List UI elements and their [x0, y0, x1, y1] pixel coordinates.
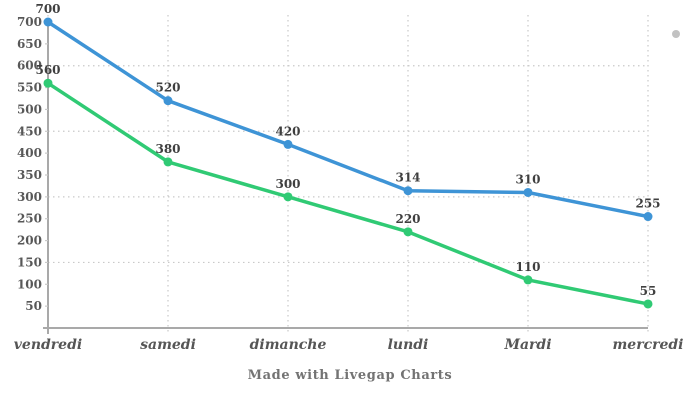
y-tick-label: 400	[17, 146, 42, 160]
data-point-label: 380	[155, 142, 180, 156]
y-tick-label: 650	[17, 37, 42, 51]
data-point-label: 110	[515, 260, 540, 274]
y-tick-label: 250	[17, 212, 42, 226]
y-tick-label: 200	[17, 234, 42, 248]
data-point-green-series	[403, 227, 413, 237]
data-point-label: 560	[35, 63, 60, 77]
data-point-blue-series	[163, 96, 173, 106]
x-category-label: mercredi	[612, 337, 683, 353]
data-point-label: 310	[515, 172, 540, 186]
data-point-green-series	[163, 157, 173, 167]
y-tick-label: 350	[17, 168, 42, 182]
series-line-blue-series	[46, 20, 650, 219]
y-tick-label: 300	[17, 190, 42, 204]
data-point-blue-series	[283, 139, 293, 149]
data-point-label: 55	[640, 284, 657, 298]
data-point-blue-series	[643, 212, 653, 222]
data-point-green-series	[283, 192, 293, 202]
data-point-label: 220	[395, 212, 420, 226]
x-category-label: dimanche	[250, 337, 327, 353]
y-tick-label: 700	[17, 15, 42, 29]
x-category-label: vendredi	[14, 337, 82, 353]
data-point-green-series	[523, 275, 533, 285]
data-point-blue-series	[523, 187, 533, 197]
data-point-label: 300	[275, 177, 300, 191]
data-point-blue-series	[43, 17, 53, 27]
x-category-label: lundi	[388, 337, 429, 353]
y-tick-label: 150	[17, 255, 42, 269]
y-tick-label: 600	[17, 59, 42, 73]
data-point-label: 420	[275, 124, 300, 138]
y-tick-label: 50	[25, 299, 42, 313]
data-point-green-series	[43, 78, 53, 88]
data-point-label: 255	[635, 197, 660, 211]
x-category-label: Mardi	[503, 337, 551, 353]
data-point-green-series	[643, 299, 653, 309]
y-tick-label: 550	[17, 81, 42, 95]
data-point-label: 314	[395, 171, 420, 185]
y-tick-label: 100	[17, 277, 42, 291]
corner-dot-icon	[672, 30, 680, 38]
series-line-green-series	[46, 81, 650, 306]
chart-credit: Made with Livegap Charts	[247, 368, 453, 383]
y-tick-label: 450	[17, 124, 42, 138]
data-point-blue-series	[403, 186, 413, 196]
x-category-label: samedi	[140, 337, 196, 353]
y-tick-label: 500	[17, 102, 42, 116]
data-point-label: 700	[35, 2, 60, 16]
data-point-label: 520	[155, 81, 180, 95]
